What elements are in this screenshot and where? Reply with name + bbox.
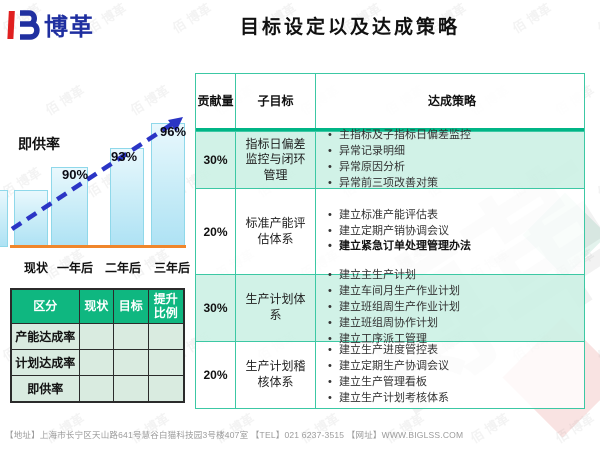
bar-value-label: 96%: [159, 124, 187, 139]
empty-cell: [113, 323, 149, 350]
strategy-item: 建立车间月生产作业计划: [326, 284, 578, 300]
strategy-item: 建立工序派工管理: [326, 332, 578, 348]
strategy-table-row: 30% 指标日偏差监控与闭环管理 主指标及子指标日偏差监控 异常记录明细 异常原…: [196, 128, 584, 192]
strategy-table-row: 20% 生产计划稽核体系 建立生产进度管控表 建立定期生产协调会议 建立生产管理…: [196, 341, 584, 408]
subgoal-cell: 生产计划体系: [236, 275, 316, 341]
chart-bar: [110, 148, 144, 247]
strategy-item: 建立定期生产协调会议: [326, 359, 578, 375]
contribution-cell: 20%: [196, 189, 236, 274]
bar-value-label: 90%: [61, 167, 89, 182]
summary-header-cell: 区分: [10, 288, 80, 324]
strategy-header-cell: 达成策略: [427, 93, 476, 108]
strategy-header-cell: 贡献量: [196, 74, 236, 128]
empty-cell: [147, 375, 185, 403]
strategy-item: 异常原因分析: [326, 160, 578, 176]
watermark-tile: 佰 博革: [594, 329, 600, 365]
row-label-cell: 即供率: [10, 375, 80, 403]
strategy-table-header-row: 贡献量 子目标 达成策略: [196, 74, 584, 131]
empty-cell: [78, 375, 115, 403]
watermark-tile: 佰 博革: [382, 410, 427, 447]
watermark-tile: 佰 博革: [42, 410, 87, 447]
x-axis-label: 现状: [24, 261, 49, 275]
chart-baseline: [10, 245, 186, 248]
strategy-item: 建立班组周生产作业计划: [326, 300, 578, 316]
footer-contact-info: 【地址】上海市长宁区天山路641号慧谷白猫科技园3号楼407室 【TEL】021…: [5, 430, 464, 440]
watermark-tile: 佰 博革: [297, 410, 342, 447]
strategy-table-row: 30% 生产计划体系 建立主生产计划 建立车间月生产作业计划 建立班组周生产作业…: [196, 268, 584, 348]
row-label-cell: 产能达成率: [10, 323, 80, 350]
summary-table-row: 计划达成率: [10, 349, 185, 376]
x-axis-label: 三年后: [154, 261, 191, 275]
strategy-item: 建立标准产能评估表: [326, 208, 578, 224]
strategy-list: 建立标准产能评估表 建立定期产销协调会议 建立紧急订单处理管理办法: [326, 208, 578, 256]
watermark-tile: 佰 博革: [212, 410, 257, 447]
empty-cell: [113, 375, 149, 403]
summary-table-header-row: 区分 现状 目标 提升比例: [10, 288, 185, 324]
summary-header-cell: 目标: [113, 288, 149, 324]
company-logo: 博革: [6, 7, 94, 42]
strategy-item: 建立紧急订单处理管理办法: [326, 239, 578, 255]
strategy-list: 建立主生产计划 建立车间月生产作业计划 建立班组周生产作业计划 建立班组周协作计…: [326, 268, 578, 348]
summary-table: 区分 现状 目标 提升比例 产能达成率 计划达成率 即供率: [10, 288, 185, 403]
chart-title: 即供率: [18, 136, 60, 152]
empty-cell: [147, 349, 185, 376]
empty-cell: [147, 323, 185, 350]
strategy-table: 贡献量 子目标 达成策略 30% 指标日偏差监控与闭环管理 主指标及子指标日偏差…: [195, 73, 585, 409]
page-title: 目标设定以及达成策略: [239, 17, 460, 38]
strategy-header-cell: 子目标: [236, 74, 316, 128]
strategy-item: 建立生产管理看板: [326, 375, 578, 391]
subgoal-cell: 指标日偏差监控与闭环管理: [236, 132, 316, 188]
empty-cell: [113, 349, 149, 376]
chart-bar-partial: [0, 190, 8, 247]
logo-text: 博革: [44, 14, 94, 41]
watermark-tile: 佰 博革: [127, 410, 172, 447]
strategy-item: 主指标及子指标日偏差监控: [326, 128, 578, 144]
subgoal-cell: 生产计划稽核体系: [236, 342, 316, 408]
strategy-item: 异常前三项改善对策: [326, 176, 578, 192]
bar-value-label: 93%: [110, 149, 138, 164]
row-label-cell: 计划达成率: [10, 349, 80, 376]
x-axis-label: 一年后: [57, 261, 94, 275]
strategy-list: 主指标及子指标日偏差监控 异常记录明细 异常原因分析 异常前三项改善对策: [326, 128, 578, 192]
summary-header-cell: 提升比例: [147, 288, 185, 324]
x-axis-label: 二年后: [105, 261, 142, 275]
contribution-cell: 30%: [196, 275, 236, 341]
empty-cell: [78, 349, 115, 376]
watermark-tile: 佰 博革: [0, 408, 2, 447]
watermark-tile: 佰 博革: [552, 410, 597, 447]
contribution-cell: 20%: [196, 342, 236, 408]
empty-cell: [78, 323, 115, 350]
summary-header-cell: 现状: [78, 288, 115, 324]
strategy-list: 建立生产进度管控表 建立定期生产协调会议 建立生产管理看板 建立生产计划考核体系: [326, 343, 578, 407]
strategy-item: 建立生产进度管控表: [326, 343, 578, 359]
summary-table-row: 即供率: [10, 375, 185, 403]
watermark-tile: 佰 博革: [594, 165, 600, 201]
logo-icon: [7, 9, 40, 40]
trend-arrow-icon: [10, 117, 183, 231]
supply-rate-chart: 即供率 90% 93% 96% 现状 一年后 二年后 三年后: [0, 108, 192, 283]
contribution-cell: 30%: [196, 132, 236, 188]
chart-bar: [151, 123, 185, 247]
strategy-item: 异常记录明细: [326, 144, 578, 160]
strategy-item: 建立定期产销协调会议: [326, 224, 578, 240]
subgoal-cell: 标准产能评估体系: [236, 189, 316, 274]
strategy-item: 建立生产计划考核体系: [326, 391, 578, 407]
summary-table-row: 产能达成率: [10, 323, 185, 350]
strategy-item: 建立主生产计划: [326, 268, 578, 284]
watermark-tile: 佰 博革: [467, 410, 512, 447]
strategy-table-row: 20% 标准产能评估体系 建立标准产能评估表 建立定期产销协调会议 建立紧急订单…: [196, 188, 584, 274]
strategy-item: 建立班组周协作计划: [326, 316, 578, 332]
